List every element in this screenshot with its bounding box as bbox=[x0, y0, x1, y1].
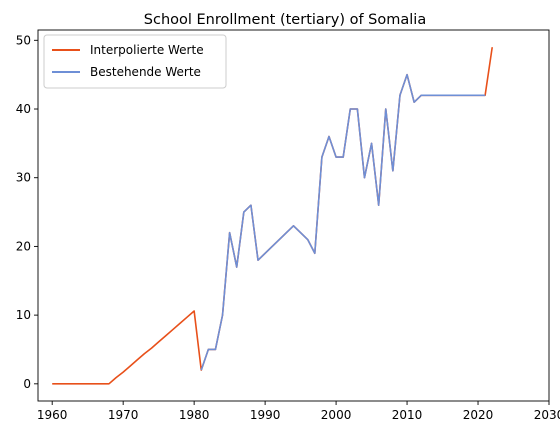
y-tick-label: 50 bbox=[16, 33, 31, 47]
y-tick-label: 10 bbox=[16, 308, 31, 322]
x-tick-label: 1970 bbox=[108, 408, 139, 422]
y-tick-label: 0 bbox=[23, 377, 31, 391]
x-tick-label: 2020 bbox=[463, 408, 494, 422]
series-lines bbox=[52, 47, 494, 385]
legend: Interpolierte Werte Bestehende Werte bbox=[43, 34, 227, 89]
y-tick-label: 30 bbox=[16, 171, 31, 185]
y-tick-label: 40 bbox=[16, 102, 31, 116]
series-line-existing bbox=[200, 73, 486, 371]
x-tick-label: 1980 bbox=[179, 408, 210, 422]
x-tick-label: 2000 bbox=[321, 408, 352, 422]
legend-label-interpolated: Interpolierte Werte bbox=[90, 43, 204, 57]
x-tick-label: 2010 bbox=[392, 408, 423, 422]
y-tick-label: 20 bbox=[16, 239, 31, 253]
x-tick-label: 1990 bbox=[250, 408, 281, 422]
x-tick-label: 1960 bbox=[37, 408, 68, 422]
series-line-interpolated bbox=[52, 47, 494, 385]
plot-frame bbox=[37, 29, 550, 402]
legend-label-existing: Bestehende Werte bbox=[90, 65, 201, 79]
chart-title: School Enrollment (tertiary) of Somalia bbox=[144, 12, 426, 28]
legend-box bbox=[43, 34, 227, 89]
y-axis: 0 10 20 30 40 50 bbox=[16, 33, 38, 391]
